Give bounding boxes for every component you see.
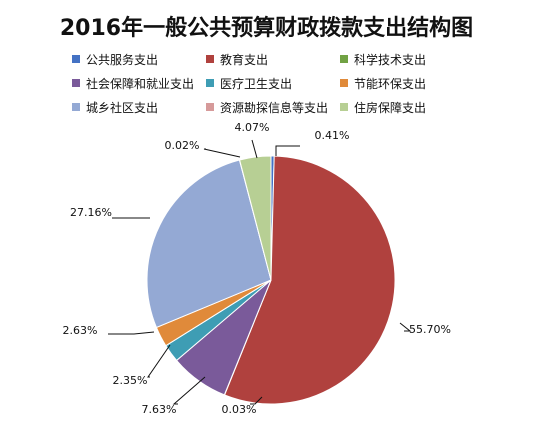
leader-line	[275, 145, 300, 156]
legend-label: 公共服务支出	[86, 52, 159, 67]
data-labels: 0.41% 55.70% 0.03% 7.63% 2.35% 2.63% 27.16% 0.0…	[63, 121, 451, 416]
legend: 公共服务支出 教育支出 科学技术支出 社会保障和就业支出 医疗卫生支出 节能环保…	[72, 50, 492, 116]
data-label: 0.41%	[315, 129, 350, 142]
leader-line	[108, 331, 155, 335]
pie-slices	[146, 155, 396, 405]
leader-line	[172, 376, 206, 405]
data-label: 55.70%	[409, 323, 451, 336]
legend-item: 住房保障支出	[340, 98, 480, 116]
data-label: 0.02%	[165, 139, 200, 152]
legend-label: 住房保障支出	[354, 100, 427, 115]
legend-swatch	[72, 79, 80, 87]
data-label: 0.03%	[222, 403, 257, 416]
leader-line	[250, 396, 263, 405]
legend-item: 节能环保支出	[340, 74, 480, 92]
legend-item: 公共服务支出	[72, 50, 206, 68]
legend-item: 科学技术支出	[340, 50, 480, 68]
legend-item: 城乡社区支出	[72, 98, 206, 116]
leader-line	[203, 148, 241, 158]
data-label: 27.16%	[70, 206, 112, 219]
pie-slice	[146, 159, 272, 329]
legend-label: 科学技术支出	[354, 52, 427, 67]
legend-label: 资源勘探信息等支出	[220, 100, 329, 115]
legend-swatch	[340, 55, 348, 63]
legend-swatch	[340, 103, 348, 111]
data-label: 2.63%	[63, 324, 98, 337]
leader-lines	[108, 139, 412, 405]
data-label: 7.63%	[142, 403, 177, 416]
legend-item: 教育支出	[206, 50, 340, 68]
data-label: 2.35%	[113, 374, 148, 387]
legend-swatch	[72, 103, 80, 111]
legend-label: 节能环保支出	[354, 76, 427, 91]
legend-label: 教育支出	[220, 52, 269, 67]
legend-swatch	[340, 79, 348, 87]
pie-slice	[223, 155, 396, 405]
legend-swatch	[72, 55, 80, 63]
legend-label: 医疗卫生支出	[220, 76, 293, 91]
leader-line	[251, 139, 258, 159]
legend-label: 城乡社区支出	[86, 100, 159, 115]
chart-title: 2016年一般公共预算财政拨款支出结构图	[59, 16, 474, 41]
leader-line	[399, 322, 412, 332]
leader-line	[147, 344, 171, 378]
pie-slice	[239, 155, 272, 281]
legend-swatch	[206, 103, 214, 111]
legend-item: 社会保障和就业支出	[72, 74, 206, 92]
legend-item: 资源勘探信息等支出	[206, 98, 340, 116]
data-label: 4.07%	[235, 121, 270, 134]
legend-swatch	[206, 79, 214, 87]
legend-swatch	[206, 55, 214, 63]
legend-item: 医疗卫生支出	[206, 74, 340, 92]
legend-label: 社会保障和就业支出	[86, 76, 195, 91]
